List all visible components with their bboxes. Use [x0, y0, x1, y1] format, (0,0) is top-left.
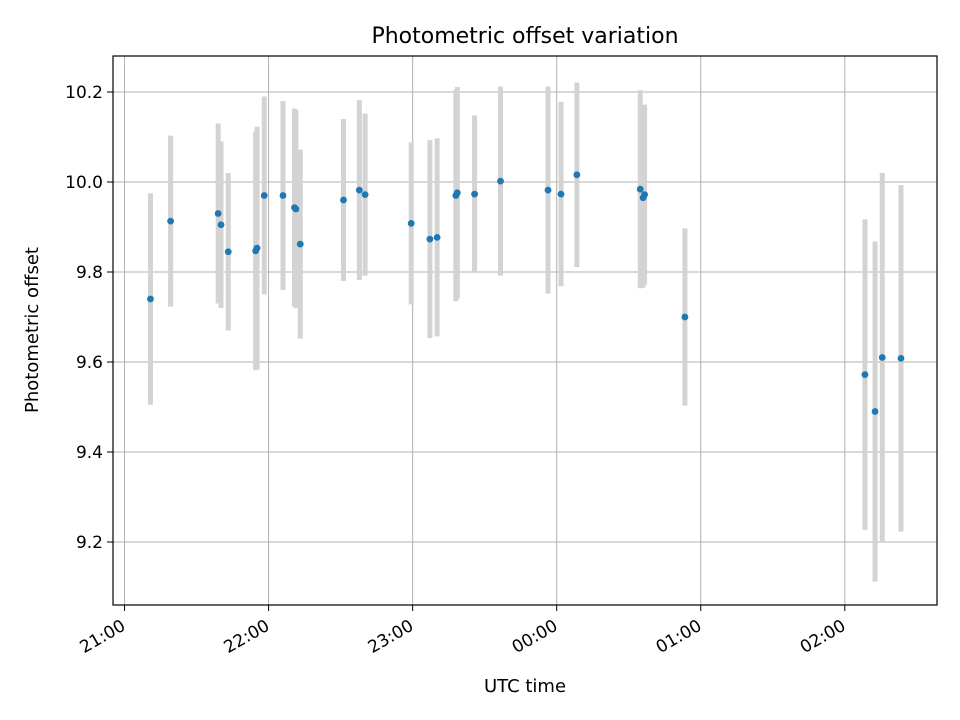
x-axis-label: UTC time — [484, 676, 566, 697]
data-point — [340, 196, 347, 204]
data-point — [453, 189, 461, 197]
data-point — [260, 192, 268, 199]
x-tick-label: 00:00 — [509, 616, 561, 658]
data-point — [361, 191, 369, 199]
data-point — [497, 177, 504, 185]
data-point — [878, 354, 886, 361]
data-point — [217, 221, 225, 229]
x-tick-label: 02:00 — [797, 616, 849, 658]
y-tick-label: 9.6 — [76, 353, 103, 373]
y-tick-label: 10.2 — [65, 83, 103, 103]
x-tick-label: 22:00 — [221, 616, 273, 658]
data-point — [279, 192, 287, 199]
plot-frame — [112, 55, 938, 606]
x-axis-ticks: 21:00 22:00 23:00 00:00 01:00 02:00 — [77, 605, 849, 658]
data-point — [871, 408, 879, 415]
y-axis-ticks: 9.2 9.4 9.6 9.8 10.0 10.2 — [65, 83, 113, 553]
data-point — [433, 233, 441, 241]
grid — [113, 56, 937, 605]
data-point — [147, 295, 154, 303]
data-point — [407, 220, 415, 227]
data-point — [167, 217, 175, 225]
y-tick-label: 9.4 — [76, 443, 103, 463]
data-point — [471, 190, 478, 198]
data-point — [292, 205, 300, 213]
chart-title: Photometric offset variation — [371, 24, 678, 49]
x-tick-label: 01:00 — [653, 616, 705, 658]
data-points — [147, 171, 905, 415]
data-point — [544, 186, 552, 194]
data-point — [641, 191, 648, 199]
data-point — [296, 240, 304, 248]
data-point — [897, 355, 905, 362]
data-point — [636, 185, 644, 193]
y-tick-label: 9.2 — [76, 533, 103, 553]
y-axis-label: Photometric offset — [22, 247, 43, 413]
data-point — [426, 235, 434, 243]
data-point — [355, 186, 363, 194]
data-point — [681, 313, 689, 321]
x-tick-label: 23:00 — [365, 616, 417, 658]
data-point — [861, 371, 869, 378]
data-point — [214, 210, 222, 217]
y-tick-label: 10.0 — [65, 173, 103, 193]
data-point — [224, 248, 232, 256]
error-bars — [147, 82, 904, 582]
data-point — [253, 244, 261, 252]
data-point — [557, 190, 565, 198]
y-tick-label: 9.8 — [76, 263, 103, 283]
data-point — [573, 171, 581, 179]
x-tick-label: 21:00 — [77, 616, 129, 658]
